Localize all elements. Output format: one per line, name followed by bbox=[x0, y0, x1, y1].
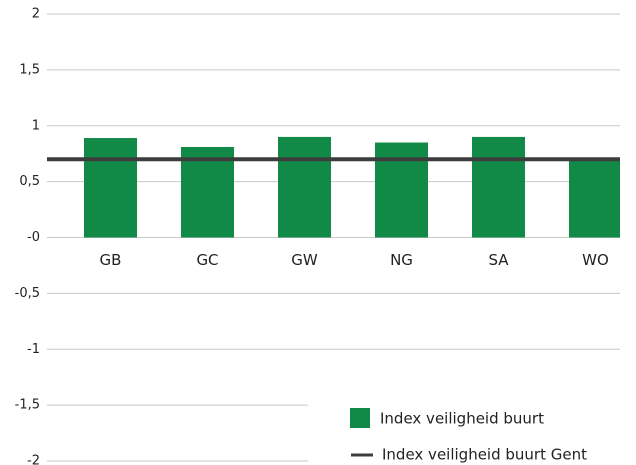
bars bbox=[47, 136, 620, 238]
y-tick-label: 0,5 bbox=[19, 174, 40, 189]
legend-swatch bbox=[350, 408, 370, 428]
x-tick-label: SA bbox=[488, 251, 509, 269]
y-tick-label: 1,5 bbox=[19, 62, 40, 77]
y-tick-label: -0 bbox=[27, 230, 40, 245]
x-tick-label: WO bbox=[582, 251, 609, 269]
y-tick-label: -1,5 bbox=[15, 398, 40, 413]
x-tick-label: NG bbox=[390, 251, 413, 269]
labels: -2 -1,5 -1 -0,5 -0 0,5 1 1,5 2 GB GC GW NG SA WO Index … bbox=[15, 7, 636, 465]
bar bbox=[84, 138, 137, 238]
bar bbox=[375, 142, 428, 238]
y-tick-label: -2 bbox=[27, 454, 40, 465]
legend-label: Index veiligheid buurt Gent bbox=[382, 446, 587, 464]
legend-background bbox=[308, 392, 636, 465]
y-tick-label: -1 bbox=[27, 342, 40, 357]
x-tick-label: GB bbox=[100, 251, 122, 269]
bar bbox=[181, 146, 234, 238]
y-tick-label: 1 bbox=[32, 118, 40, 133]
bar bbox=[472, 136, 525, 238]
bar bbox=[569, 159, 620, 238]
bar bbox=[278, 136, 331, 238]
x-tick-label: GW bbox=[291, 251, 318, 269]
x-tick-label: GC bbox=[196, 251, 218, 269]
legend-label: Index veiligheid buurt bbox=[380, 410, 544, 428]
grid bbox=[47, 13, 620, 462]
y-tick-label: 2 bbox=[32, 7, 40, 22]
y-tick-label: -0,5 bbox=[15, 286, 40, 301]
